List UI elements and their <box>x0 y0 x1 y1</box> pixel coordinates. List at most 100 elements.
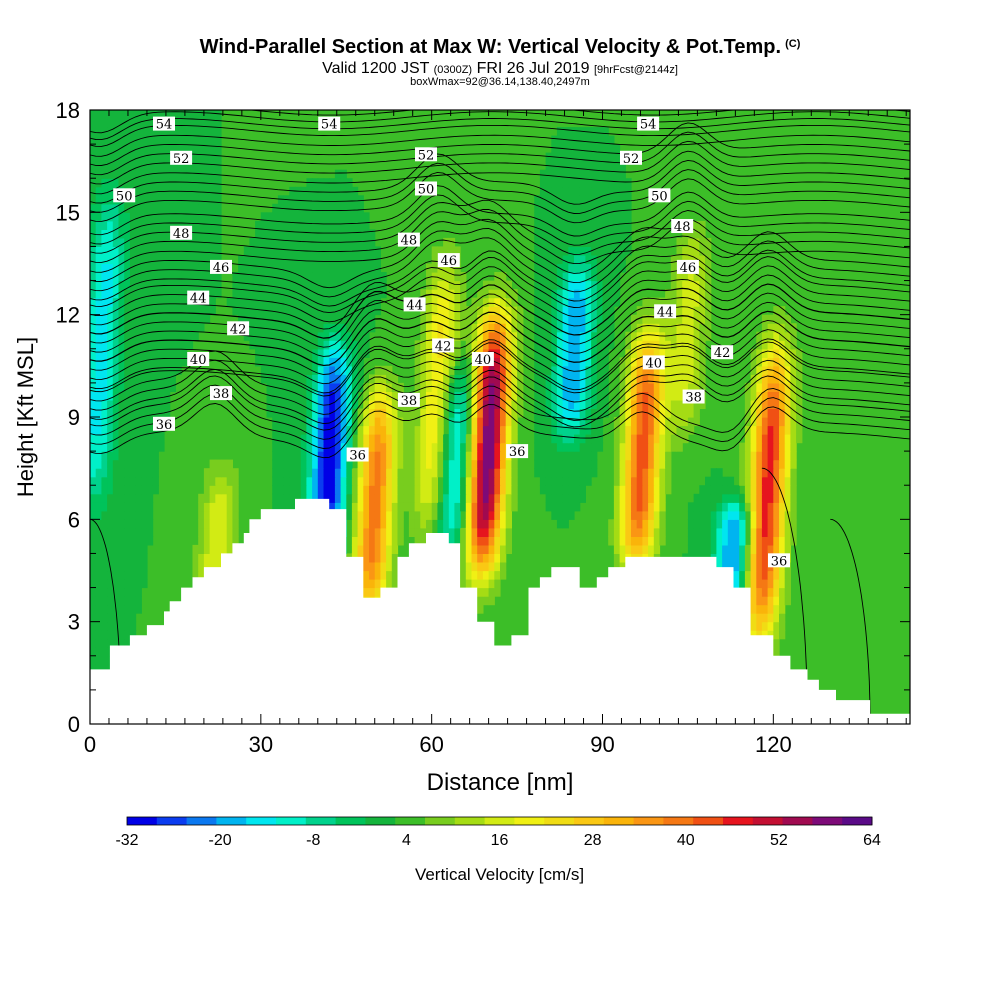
field-cell <box>260 340 268 350</box>
field-cell <box>107 476 114 486</box>
field-cell <box>329 382 336 392</box>
field-cell <box>272 408 279 418</box>
theta-contour-line <box>90 249 910 307</box>
field-cell <box>243 255 251 265</box>
field-cell <box>340 331 347 341</box>
field-cell <box>192 118 199 128</box>
contour-label-box <box>153 416 175 431</box>
field-cell <box>312 468 319 478</box>
field-cell <box>545 331 552 341</box>
field-cell <box>152 365 159 375</box>
field-cell <box>676 374 683 384</box>
field-cell <box>756 519 763 529</box>
field-cell <box>203 127 211 137</box>
field-cell <box>790 348 797 358</box>
field-cell <box>539 289 547 299</box>
field-cell <box>773 306 780 316</box>
field-cell <box>608 340 615 350</box>
field-cell <box>95 178 102 188</box>
field-cell <box>596 220 604 230</box>
field-cell <box>346 442 353 452</box>
field-cell <box>608 178 615 188</box>
valid-time-line: Valid 1200 JST (0300Z) FRI 26 Jul 2019 [… <box>0 60 1000 78</box>
field-cell <box>574 451 581 461</box>
field-cell <box>744 434 752 444</box>
field-cell <box>192 220 199 230</box>
field-cell <box>687 297 695 307</box>
contour-label: 54 <box>637 116 660 133</box>
field-cell <box>101 502 108 512</box>
contour-label-text: 38 <box>401 394 418 409</box>
field-cell <box>295 297 302 307</box>
field-cell <box>380 382 387 392</box>
field-cell <box>556 246 564 256</box>
field-cell <box>95 110 102 120</box>
field-cell <box>129 425 137 435</box>
field-cell <box>141 135 148 145</box>
field-cell <box>750 374 757 384</box>
field-cell <box>391 485 399 495</box>
field-cell <box>460 365 467 375</box>
field-cell <box>574 417 581 427</box>
field-cell <box>129 229 137 239</box>
field-cell <box>750 587 757 597</box>
field-cell <box>500 348 507 358</box>
field-cell <box>642 493 649 503</box>
field-cell <box>124 289 131 299</box>
field-cell <box>380 459 387 469</box>
field-cell <box>591 340 598 350</box>
field-cell <box>739 553 746 563</box>
field-cell <box>448 272 456 282</box>
field-cell <box>317 485 325 495</box>
field-cell <box>107 220 114 230</box>
field-cell <box>221 519 228 529</box>
field-cell <box>437 374 444 384</box>
field-cell <box>158 237 165 247</box>
field-cell <box>312 289 319 299</box>
field-cell <box>124 391 131 401</box>
field-cell <box>488 297 495 307</box>
field-cell <box>779 348 786 358</box>
field-cell <box>283 391 290 401</box>
field-cell <box>95 212 102 222</box>
field-cell <box>124 604 131 614</box>
field-cell <box>693 408 700 418</box>
field-cell <box>397 468 404 478</box>
field-cell <box>369 553 376 563</box>
field-cell <box>272 459 279 469</box>
field-cell <box>653 527 661 537</box>
field-cell <box>277 314 285 324</box>
field-cell <box>101 255 108 265</box>
field-cell <box>579 323 586 333</box>
field-cell <box>334 212 342 222</box>
field-cell <box>215 272 222 282</box>
field-cell <box>511 340 518 350</box>
field-cell <box>591 220 598 230</box>
field-cell <box>443 263 450 273</box>
field-cell <box>141 493 148 503</box>
field-cell <box>545 399 552 409</box>
field-cell <box>505 331 512 341</box>
field-cell <box>95 544 102 554</box>
field-cell <box>266 357 273 367</box>
field-cell <box>129 255 137 265</box>
field-cell <box>773 544 780 554</box>
field-cell <box>391 544 399 554</box>
field-cell <box>95 237 102 247</box>
contour-label-text: 42 <box>435 339 452 354</box>
contour-label-text: 54 <box>640 118 657 133</box>
field-cell <box>181 272 188 282</box>
field-cell <box>146 425 154 435</box>
field-cell <box>129 442 137 452</box>
field-cell <box>146 468 154 478</box>
field-cell <box>186 255 194 265</box>
field-cell <box>625 476 632 486</box>
field-cell <box>255 246 262 256</box>
field-cell <box>539 246 547 256</box>
field-cell <box>277 297 285 307</box>
field-cell <box>249 323 256 333</box>
field-cell <box>289 417 296 427</box>
field-cell <box>773 647 780 657</box>
contour-label: 52 <box>620 150 642 167</box>
field-cell <box>648 417 655 427</box>
